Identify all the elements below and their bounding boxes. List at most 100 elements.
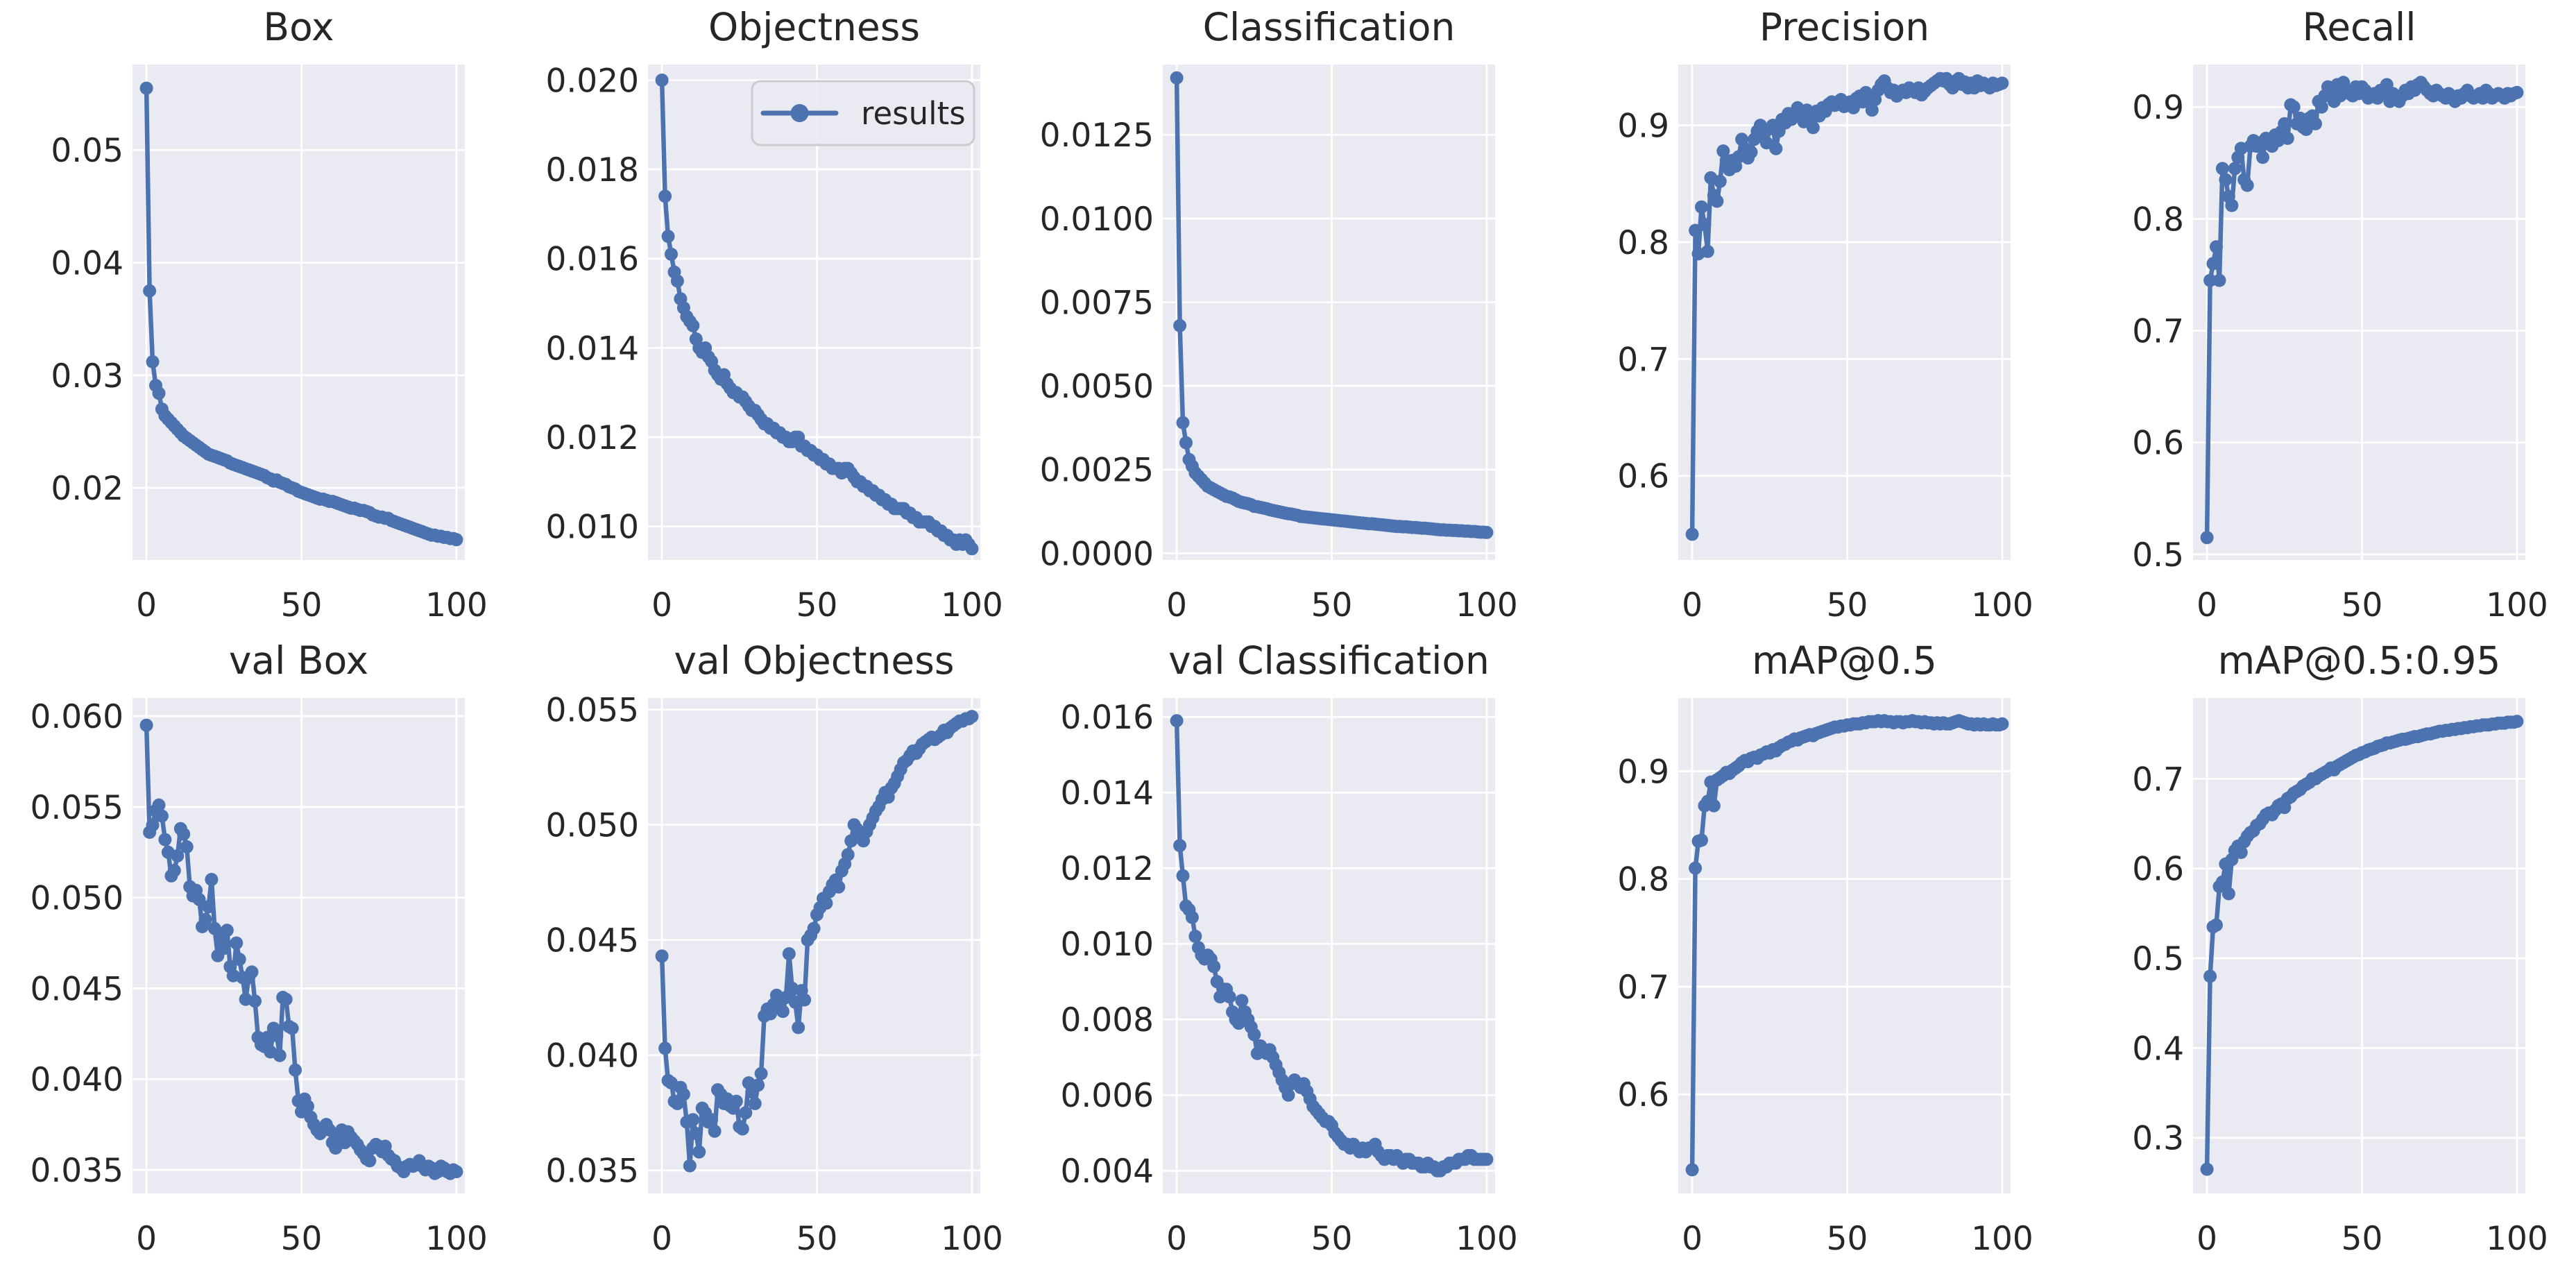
x-tick-label: 0 (1166, 586, 1187, 624)
y-tick-labels: 0.004 0.006 0.008 0.010 0.012 0.014 0.016 (1061, 699, 1154, 1191)
subplot-classification: 0.0000 0.0025 0.0050 0.0075 0.0100 0.0125 0 50 1… (1030, 0, 1546, 634)
x-tick-label: 50 (1311, 1220, 1353, 1258)
results-markers (1685, 71, 2009, 541)
y-tick-label: 0.016 (545, 241, 639, 279)
y-tick-label: 0.040 (545, 1037, 639, 1075)
y-tick-label: 0.0125 (1040, 117, 1154, 155)
x-tick-label: 50 (281, 1220, 323, 1258)
gridlines (2193, 65, 2526, 560)
y-tick-label: 0.0000 (1040, 535, 1154, 573)
y-tick-label: 0.7 (1617, 341, 1669, 379)
y-tick-label: 0.008 (1061, 1001, 1154, 1039)
x-tick-label: 100 (2486, 586, 2548, 624)
x-tick-label: 50 (1826, 1220, 1868, 1258)
subplot-canvas-classification: 0.0000 0.0025 0.0050 0.0075 0.0100 0.0125 0 50 1… (1040, 5, 1518, 624)
x-tick-label: 100 (1456, 1220, 1518, 1258)
subplot-title: val Classification (1168, 638, 1490, 683)
results-markers (655, 74, 978, 556)
x-tick-label: 100 (1971, 586, 2033, 624)
x-tick-labels: 0 50 100 (1166, 1220, 1518, 1258)
x-tick-label: 0 (2197, 1220, 2218, 1258)
axes-background (1163, 698, 1496, 1193)
results-markers (139, 81, 463, 547)
y-tick-labels: 0.035 0.040 0.045 0.050 0.055 0.060 (30, 698, 123, 1190)
y-tick-label: 0.035 (545, 1153, 639, 1191)
x-tick-label: 0 (651, 1220, 672, 1258)
y-tick-label: 0.040 (30, 1061, 123, 1099)
subplot-canvas-val-box: 0.035 0.040 0.045 0.050 0.055 0.060 0 50 100 val … (30, 638, 487, 1258)
y-tick-label: 0.050 (30, 880, 123, 918)
y-tick-label: 0.5 (2133, 940, 2185, 978)
y-tick-label: 0.0025 (1040, 452, 1154, 490)
y-tick-label: 0.004 (1061, 1153, 1154, 1191)
x-tick-label: 0 (1682, 1220, 1703, 1258)
subplot-recall: 0.5 0.6 0.7 0.8 0.9 0 50 100 Recall (2061, 0, 2576, 634)
y-tick-label: 0.7 (2133, 313, 2185, 351)
y-tick-label: 0.5 (2133, 536, 2185, 575)
x-tick-label: 50 (796, 586, 837, 624)
gridlines (1678, 65, 2011, 560)
y-tick-labels: 0.035 0.040 0.045 0.050 0.055 (545, 692, 639, 1191)
y-tick-label: 0.055 (545, 692, 639, 730)
results-markers (1170, 714, 1494, 1177)
x-tick-label: 0 (651, 586, 672, 624)
results-markers (2200, 715, 2524, 1176)
y-tick-labels: 0.0000 0.0025 0.0050 0.0075 0.0100 0.0125 (1040, 117, 1154, 573)
y-tick-label: 0.0100 (1040, 201, 1154, 239)
y-tick-label: 0.012 (545, 419, 639, 457)
x-tick-label: 0 (136, 1220, 157, 1258)
x-tick-label: 50 (1826, 586, 1868, 624)
y-tick-label: 0.8 (1617, 861, 1669, 899)
gridlines (647, 698, 980, 1193)
y-tick-label: 0.012 (1061, 850, 1154, 888)
x-tick-label: 0 (1166, 1220, 1187, 1258)
y-tick-labels: 0.3 0.4 0.5 0.6 0.7 (2133, 760, 2185, 1157)
y-tick-label: 0.9 (2133, 89, 2185, 127)
results-markers (1170, 71, 1494, 539)
axes-background (132, 65, 465, 560)
y-tick-label: 0.6 (2133, 851, 2185, 889)
x-tick-label: 100 (1456, 586, 1518, 624)
subplot-canvas-val-classification: 0.004 0.006 0.008 0.010 0.012 0.014 0.016 0 50 10… (1061, 638, 1518, 1258)
y-tick-label: 0.6 (2133, 425, 2185, 463)
legend: results (751, 80, 975, 146)
y-tick-labels: 0.6 0.7 0.8 0.9 (1617, 107, 1669, 495)
subplot-canvas-objectness: 0.010 0.012 0.014 0.016 0.018 0.020 0 50 100 Obje… (545, 5, 1003, 624)
subplot-title: mAP@0.5:0.95 (2218, 638, 2501, 683)
y-tick-label: 0.050 (545, 807, 639, 845)
y-tick-label: 0.7 (2133, 760, 2185, 799)
y-tick-labels: 0.6 0.7 0.8 0.9 (1617, 753, 1669, 1114)
x-tick-labels: 0 50 100 (2197, 1220, 2549, 1258)
x-tick-label: 100 (2486, 1220, 2548, 1258)
subplot-canvas-recall: 0.5 0.6 0.7 0.8 0.9 0 50 100 Recall (2133, 5, 2549, 624)
subplot-map-0-5: 0.6 0.7 0.8 0.9 0 50 100 mAP@0.5 (1546, 634, 2061, 1267)
y-tick-label: 0.05 (51, 132, 123, 170)
results-markers (1685, 714, 2009, 1177)
y-tick-labels: 0.5 0.6 0.7 0.8 0.9 (2133, 89, 2185, 575)
subplot-title: Recall (2303, 5, 2416, 49)
subplot-title: val Objectness (674, 638, 954, 683)
y-tick-label: 0.7 (1617, 969, 1669, 1007)
y-tick-label: 0.035 (30, 1152, 123, 1190)
results-markers (655, 710, 978, 1173)
x-tick-label: 50 (281, 586, 323, 624)
y-tick-label: 0.014 (545, 330, 639, 368)
y-tick-labels: 0.010 0.012 0.014 0.016 0.018 0.020 (545, 62, 639, 546)
subplot-canvas-val-objectness: 0.035 0.040 0.045 0.050 0.055 0 50 100 val Objec… (545, 638, 1003, 1258)
x-tick-label: 50 (2342, 1220, 2383, 1258)
subplot-canvas-precision: 0.6 0.7 0.8 0.9 0 50 100 Precision (1617, 5, 2033, 624)
legend-box (751, 80, 975, 146)
y-tick-label: 0.0050 (1040, 368, 1154, 406)
y-tick-label: 0.018 (545, 151, 639, 189)
x-tick-labels: 0 50 100 (651, 1220, 1003, 1258)
y-tick-label: 0.010 (545, 509, 639, 547)
subplot-val-box: 0.035 0.040 0.045 0.050 0.055 0.060 0 50 100 val … (0, 634, 515, 1267)
y-tick-label: 0.8 (2133, 201, 2185, 239)
y-tick-label: 0.045 (30, 970, 123, 1008)
y-tick-label: 0.020 (545, 62, 639, 100)
axes-background (647, 65, 980, 560)
results-markers (139, 718, 463, 1180)
x-tick-labels: 0 50 100 (651, 586, 1003, 624)
y-tick-label: 0.055 (30, 789, 123, 827)
